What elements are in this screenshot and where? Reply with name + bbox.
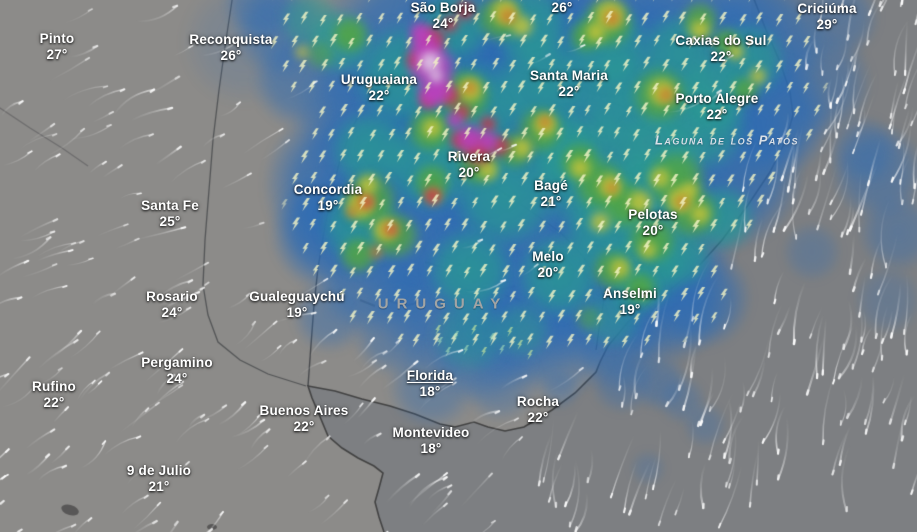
- city-label[interactable]: Anselmi 19°: [603, 285, 657, 317]
- city-name: Santa Maria: [530, 68, 608, 83]
- city-temperature: 21°: [540, 194, 562, 209]
- city-name: Florida: [406, 368, 454, 383]
- city-label[interactable]: Caxias do Sul 22°: [675, 32, 766, 64]
- water-body-label: Laguna de los Patos: [654, 132, 800, 148]
- city-temperature: 22°: [368, 88, 390, 103]
- city-name: 9 de Julio: [126, 463, 192, 478]
- city-temperature: 20°: [537, 265, 559, 280]
- city-label[interactable]: Pergamino 24°: [141, 354, 213, 386]
- city-temperature: 25°: [159, 214, 181, 229]
- city-name: Santa Fe: [141, 198, 199, 213]
- city-name: Uruguaiana: [340, 72, 418, 87]
- city-temperature: 22°: [710, 49, 732, 64]
- city-name: Buenos Aires: [259, 403, 349, 418]
- city-temperature: 18°: [420, 441, 442, 456]
- city-name: Pergamino: [141, 355, 213, 370]
- city-name: Gualeguaychú: [249, 289, 345, 304]
- city-temperature: 24°: [166, 371, 188, 386]
- city-name: Melo: [532, 249, 564, 264]
- city-temperature: 22°: [558, 84, 580, 99]
- city-name: Rosario: [146, 289, 198, 304]
- city-label[interactable]: Rivera 20°: [448, 148, 490, 180]
- city-temperature: 22°: [527, 410, 549, 425]
- city-label[interactable]: Bagé 21°: [534, 177, 568, 209]
- city-temperature: 19°: [317, 198, 339, 213]
- city-temperature: 22°: [293, 419, 315, 434]
- city-name: Rivera: [447, 149, 491, 164]
- city-label[interactable]: Pelotas 20°: [628, 206, 677, 238]
- city-temperature: 29°: [816, 17, 838, 32]
- city-name: Anselmi: [603, 286, 657, 301]
- city-name: Pelotas: [628, 207, 678, 222]
- city-name: Concordia: [293, 182, 363, 197]
- city-temperature: 19°: [619, 302, 641, 317]
- city-label[interactable]: 26°: [551, 0, 572, 15]
- city-name: Reconquista: [189, 32, 273, 47]
- city-label[interactable]: Rufino 22°: [32, 378, 76, 410]
- city-temperature: 19°: [286, 305, 308, 320]
- city-label[interactable]: Pinto 27°: [40, 30, 75, 62]
- city-temperature: 24°: [161, 305, 183, 320]
- city-label[interactable]: Rocha 22°: [517, 393, 559, 425]
- city-label[interactable]: Montevideo 18°: [392, 424, 469, 456]
- city-label[interactable]: Buenos Aires 22°: [260, 402, 349, 434]
- city-label[interactable]: Uruguaiana 22°: [341, 71, 417, 103]
- city-label[interactable]: Reconquista 26°: [189, 31, 272, 63]
- city-name: Rocha: [516, 394, 560, 409]
- city-label[interactable]: Melo 20°: [532, 248, 564, 280]
- city-label[interactable]: Gualeguaychú 19°: [249, 288, 344, 320]
- city-label[interactable]: Concordia 19°: [294, 181, 363, 213]
- city-temperature: 18°: [419, 384, 441, 399]
- city-name: Porto Alegre: [675, 91, 759, 106]
- city-name: Caxias do Sul: [675, 33, 767, 48]
- city-name: Rufino: [32, 379, 76, 394]
- city-temperature: 20°: [642, 223, 664, 238]
- city-name: Montevideo: [392, 425, 470, 440]
- city-label[interactable]: Criciúma 29°: [797, 0, 856, 32]
- city-name: São Borja: [410, 0, 476, 15]
- city-temperature: 22°: [706, 107, 728, 122]
- city-temperature: 24°: [432, 16, 454, 31]
- city-label[interactable]: Santa Fe 25°: [141, 197, 199, 229]
- city-label[interactable]: Santa Maria 22°: [530, 67, 608, 99]
- city-temperature: 20°: [458, 165, 480, 180]
- city-temperature: 21°: [148, 479, 170, 494]
- city-name: Bagé: [534, 178, 568, 193]
- city-name: Pinto: [39, 31, 75, 46]
- city-temperature: 26°: [551, 0, 573, 15]
- country-label: URUGUAY: [377, 295, 509, 313]
- city-temperature: 26°: [220, 48, 242, 63]
- city-label[interactable]: São Borja 24°: [411, 0, 476, 31]
- city-label[interactable]: 9 de Julio 21°: [127, 462, 191, 494]
- city-temperature: 22°: [43, 395, 65, 410]
- city-temperature: 27°: [46, 47, 68, 62]
- city-label[interactable]: Florida 18°: [407, 367, 453, 399]
- city-name: Criciúma: [797, 1, 857, 16]
- city-label[interactable]: Porto Alegre 22°: [676, 90, 759, 122]
- city-label[interactable]: Rosario 24°: [146, 288, 198, 320]
